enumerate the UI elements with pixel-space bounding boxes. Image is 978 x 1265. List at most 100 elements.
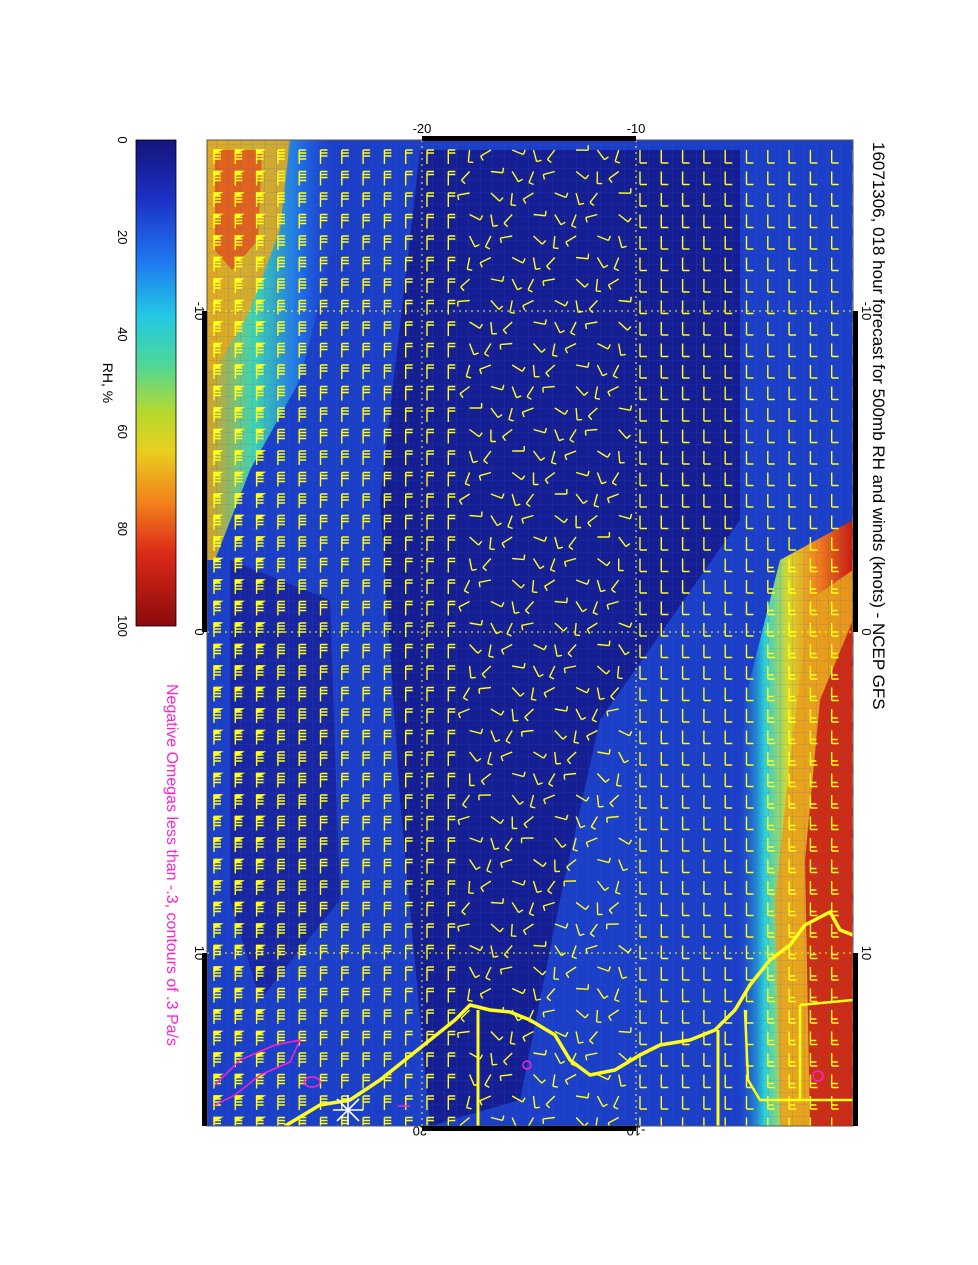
wind-barb	[586, 622, 598, 634]
wind-barb	[809, 773, 818, 788]
wind-barb	[341, 987, 349, 1003]
wind-barb	[612, 1095, 620, 1110]
wind-barb	[341, 149, 349, 164]
wind-barb	[500, 751, 513, 762]
wind-barb	[767, 386, 775, 401]
wind-barb	[852, 859, 853, 874]
wind-barb	[596, 794, 604, 808]
wind-barb	[426, 299, 434, 315]
wind-barb	[447, 966, 456, 981]
wind-barb	[809, 257, 818, 272]
wind-barb	[341, 450, 349, 465]
wind-barb	[745, 494, 754, 508]
wind-barb	[681, 687, 690, 702]
wind-barb	[511, 171, 524, 183]
wind-barb	[767, 795, 775, 809]
wind-barb	[660, 730, 669, 745]
axis-bars	[202, 136, 858, 1131]
wind-barb	[613, 988, 620, 1003]
wind-barb	[660, 515, 669, 530]
wind-barb	[681, 193, 690, 207]
wind-barb	[831, 386, 839, 401]
wind-barb	[298, 149, 307, 164]
wind-barb	[490, 923, 504, 933]
wind-barb	[341, 299, 349, 315]
wind-barb	[575, 901, 590, 911]
wind-barb	[639, 150, 647, 164]
wind-barb	[447, 471, 456, 487]
wind-barb	[490, 515, 502, 527]
wind-barb	[319, 1116, 328, 1126]
wind-barb	[277, 149, 285, 164]
wind-barb	[426, 987, 434, 1003]
wind-barb	[724, 537, 733, 551]
wind-barb	[831, 881, 839, 895]
wind-barb	[703, 859, 711, 874]
wind-barb	[596, 902, 603, 916]
wind-barb	[831, 580, 839, 594]
wind-barb	[597, 235, 612, 242]
wind-barb	[788, 1031, 797, 1046]
wind-barb	[660, 365, 669, 379]
wind-barb	[831, 279, 839, 293]
wind-barb	[383, 815, 392, 831]
wind-barb	[480, 880, 492, 893]
wind-barb	[341, 600, 349, 616]
wind-barb	[788, 687, 797, 702]
wind-barb	[554, 1030, 569, 1038]
wind-barb	[503, 945, 513, 959]
wind-barb	[255, 729, 267, 745]
wind-barb	[522, 299, 534, 311]
wind-barb	[298, 772, 307, 788]
wind-barb	[788, 279, 797, 293]
wind-barb	[745, 150, 754, 164]
wind-barb	[542, 1116, 555, 1125]
wind-barb	[681, 257, 690, 272]
wind-barb	[575, 493, 588, 505]
wind-barb	[809, 1117, 817, 1126]
wind-barb	[383, 600, 392, 616]
wind-barb	[597, 342, 611, 350]
wind-barb	[341, 1052, 349, 1067]
lon-label-left-3: 10	[192, 946, 207, 960]
wind-barb	[563, 772, 577, 780]
wind-barb	[255, 815, 267, 831]
wind-barb	[383, 278, 392, 293]
wind-barb	[362, 837, 371, 852]
wind-barb	[639, 601, 647, 616]
wind-barb	[405, 1073, 413, 1089]
wind-barb	[681, 1010, 690, 1024]
wind-barb	[479, 256, 492, 268]
wind-barb	[426, 514, 434, 530]
wind-barb	[478, 579, 492, 588]
wind-barb	[277, 1030, 285, 1046]
wind-barb	[255, 600, 267, 616]
wind-barb	[831, 945, 839, 960]
wind-barb	[568, 536, 577, 551]
wind-barb	[575, 794, 590, 802]
wind-barb	[831, 1053, 839, 1067]
wind-barb	[319, 213, 328, 229]
wind-barb	[660, 171, 669, 186]
wind-barb	[298, 837, 307, 852]
wind-barb	[745, 193, 754, 207]
wind-barb	[724, 214, 733, 229]
wind-barb	[639, 773, 647, 788]
wind-barb	[234, 235, 245, 250]
wind-barb	[234, 1095, 245, 1110]
wind-barb	[341, 880, 349, 895]
wind-barb	[618, 450, 625, 464]
wind-barb	[277, 729, 285, 745]
wind-barb	[639, 558, 647, 573]
wind-barb	[606, 923, 619, 930]
wind-barb	[341, 622, 349, 637]
wind-barb	[234, 1052, 245, 1067]
wind-barb	[319, 923, 328, 938]
wind-barb	[596, 364, 608, 377]
wind-barb	[831, 730, 839, 745]
wind-barb	[809, 644, 818, 659]
wind-barb	[468, 558, 477, 571]
wind-barb	[681, 214, 690, 229]
wind-barb	[596, 557, 611, 567]
wind-barb	[341, 557, 349, 573]
